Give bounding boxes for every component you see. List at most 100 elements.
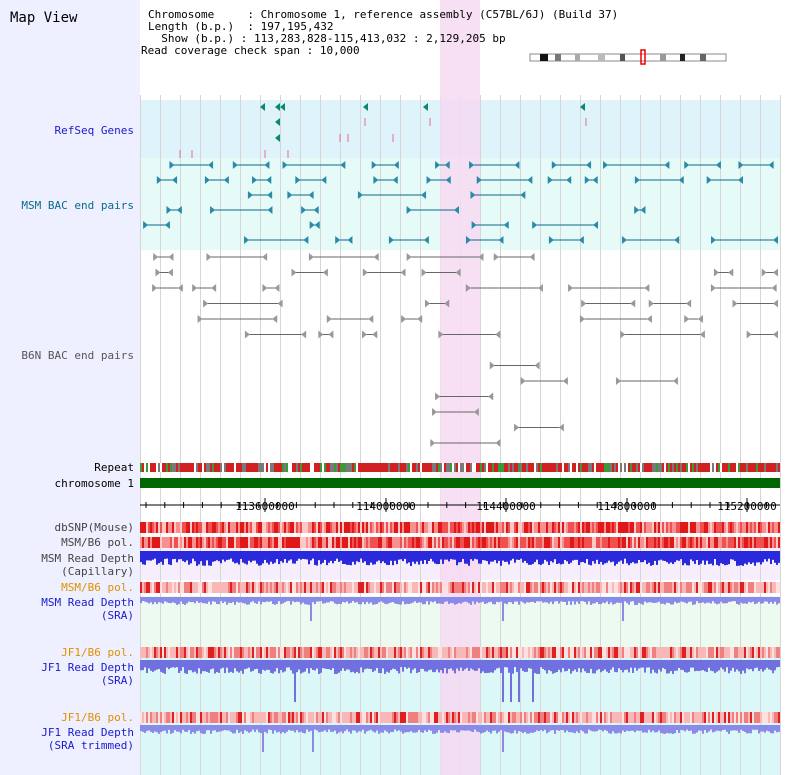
bac-end-marker [340,161,346,169]
jf1-b6-pol2-heat [566,712,568,723]
msm-b6-pol-heat [568,537,570,548]
b6n-end-marker [488,392,494,401]
msm-sra-depth-bar [718,597,720,604]
msm-sra-depth-bar [628,597,630,605]
msm-b6-pol-heat [542,537,544,548]
jf1-sra-depth-bar [488,660,490,673]
jf1-trim-depth-bar [256,725,258,730]
msm-b6-pol2-heat [778,582,780,593]
msm-b6-pol-heat [472,537,474,548]
msm-sra-depth-bar [604,597,606,604]
msm-b6-pol-heat [214,537,216,548]
msm-b6-pol2-heat [478,582,480,593]
dbsnp-heat [308,522,310,533]
repeat-segment [598,463,600,472]
msm-cap-depth-bar [382,551,384,562]
jf1-trim-depth-bar [502,725,504,752]
msm-sra-depth-bar [478,597,480,603]
jf1-b6-pol-heat [318,647,320,658]
bac-end-marker [426,176,432,184]
jf1-sra-depth-bar [664,660,666,670]
jf1-sra-depth-bar [428,660,430,671]
jf1-sra-depth-bar [346,660,348,670]
jf1-b6-pol2-heat [366,712,368,723]
jf1-trim-depth-bar [166,725,168,734]
jf1-sra-depth-bar [576,660,578,672]
jf1-b6-pol2-heat [344,712,346,723]
msm-b6-pol-heat [438,537,440,548]
repeat-segment [566,463,568,472]
jf1-b6-pol-heat [744,647,746,658]
dbsnp-heat [140,522,142,533]
jf1-b6-pol2-heat [250,712,252,723]
msm-b6-pol-heat [370,537,372,548]
dbsnp-heat [556,522,558,533]
jf1-trim-depth-bar [630,725,632,731]
jf1-sra-depth-bar [550,660,552,672]
msm-b6-pol-heat [770,537,772,548]
jf1-b6-pol-heat [390,647,392,658]
jf1-b6-pol2-heat [522,712,524,723]
jf1-sra-depth-bar [696,660,698,671]
jf1-b6-pol2-heat [392,712,394,723]
jf1-b6-pol2-heat [644,712,646,723]
msm-cap-depth-bar [238,551,240,565]
msm-b6-pol2-heat [406,582,408,593]
jf1-b6-pol-heat [494,647,496,658]
jf1-b6-pol-heat [568,647,570,658]
msm-sra-depth-bar [582,597,584,602]
repeat-segment [160,463,162,472]
jf1-trim-depth-bar [426,725,428,732]
repeat-segment [654,463,656,472]
dbsnp-heat [552,522,554,533]
jf1-sra-depth-bar [260,660,262,674]
jf1-trim-depth-bar [610,725,612,734]
jf1-sra-depth-bar [752,660,754,672]
jf1-trim-depth-bar [670,725,672,734]
dbsnp-heat [658,522,660,533]
msm-b6-pol2-heat [534,582,536,593]
msm-sra-depth-bar [708,597,710,603]
repeat-segment [464,463,466,472]
msm-cap-depth-bar [304,551,306,560]
msm-cap-depth-bar [380,551,382,564]
msm-b6-pol2-heat [236,582,238,593]
msm-b6-pol2-heat [366,582,368,593]
jf1-b6-pol2-heat [170,712,172,723]
msm-cap-depth-bar [344,551,346,564]
jf1-b6-pol-heat [766,647,768,658]
msm-sra-depth-bar [666,597,668,603]
msm-cap-depth-bar [174,551,176,559]
repeat-segment [412,463,414,472]
jf1-trim-depth-bar [250,725,252,732]
jf1-trim-depth-bar [270,725,272,730]
msm-b6-pol2-heat [184,582,186,593]
jf1-trim-depth-bar [718,725,720,731]
msm-b6-pol-heat [178,537,180,548]
jf1-b6-pol2-heat [168,712,170,723]
msm-cap-depth-bar [688,551,690,566]
repeat-segment [634,463,636,472]
jf1-b6-pol-heat [662,647,664,658]
jf1-b6-pol-heat [206,647,208,658]
jf1-trim-depth-bar [490,725,492,734]
msm-b6-pol2-heat [292,582,294,593]
msm-b6-pol2-heat [520,582,522,593]
jf1-trim-depth-bar [198,725,200,731]
jf1-trim-depth-bar [280,725,282,734]
jf1-b6-pol2-heat [778,712,780,723]
jf1-b6-pol2-heat [308,712,310,723]
msm-b6-pol-heat [356,537,358,548]
msm-b6-pol-heat [764,537,766,548]
repeat-segment [694,463,696,472]
msm-b6-pol2-heat [162,582,164,593]
msm-b6-pol2-heat [200,582,202,593]
msm-b6-pol2-heat [160,582,162,593]
jf1-b6-pol-heat [496,647,498,658]
jf1-b6-pol2-heat [450,712,452,723]
jf1-sra-depth-bar [746,660,748,669]
msm-cap-depth-bar [648,551,650,563]
msm-b6-pol2-heat [548,582,550,593]
msm-sra-depth-bar [428,597,430,605]
